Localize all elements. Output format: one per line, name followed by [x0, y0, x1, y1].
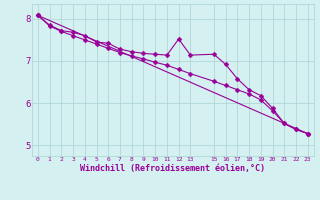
X-axis label: Windchill (Refroidissement éolien,°C): Windchill (Refroidissement éolien,°C): [80, 164, 265, 173]
